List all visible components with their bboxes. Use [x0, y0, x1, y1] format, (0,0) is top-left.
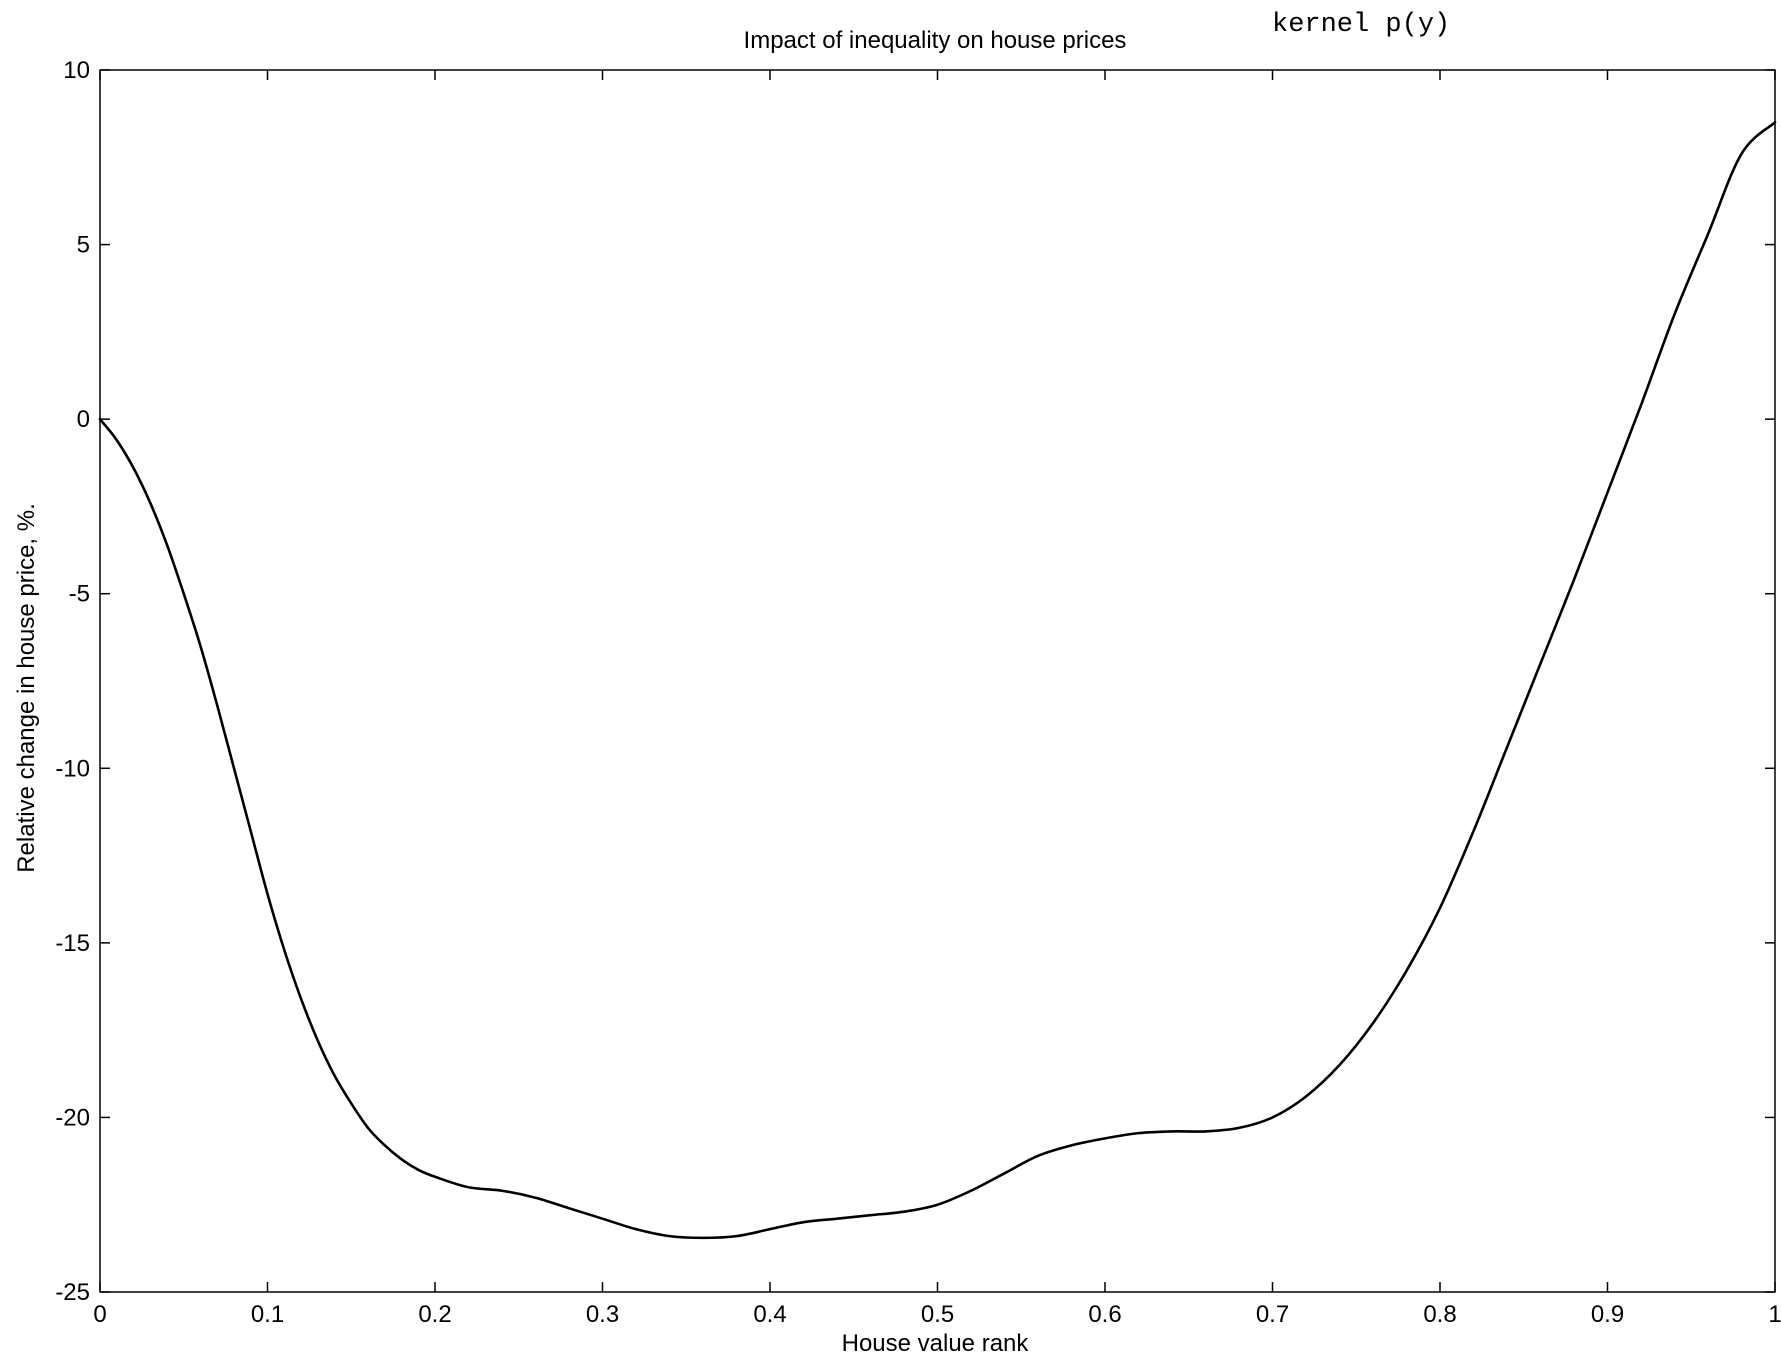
x-tick-label: 0.1 — [251, 1301, 284, 1328]
x-axis-label: House value rank — [842, 1330, 1030, 1357]
y-tick-label: 0 — [77, 406, 90, 433]
y-tick-label: -5 — [69, 581, 90, 608]
y-tick-label: -10 — [55, 755, 90, 782]
y-tick-label: -15 — [55, 930, 90, 957]
plot-area-frame — [99, 69, 1776, 1293]
chart-title: Impact of inequality on house prices — [744, 27, 1127, 54]
x-tick-label: 0.9 — [1591, 1301, 1624, 1328]
y-tick-label: -20 — [55, 1104, 90, 1131]
chart-annotation: kernel p(y) — [1272, 10, 1450, 40]
x-tick-label: 0 — [93, 1301, 106, 1328]
x-tick-label: 0.8 — [1423, 1301, 1456, 1328]
x-tick-label: 0.7 — [1256, 1301, 1289, 1328]
y-axis-label: Relative change in house price, %. — [13, 503, 40, 873]
x-tick-label: 1 — [1768, 1301, 1781, 1328]
y-tick-label: 5 — [77, 232, 90, 259]
x-tick-label: 0.2 — [418, 1301, 451, 1328]
axis-tick-labels: 0 0.1 0.2 0.3 0.4 0.5 0.6 0.7 0.8 0.9 1 10 5 0 -5 -10 -1… — [55, 57, 1781, 1328]
x-tick-label: 0.3 — [586, 1301, 619, 1328]
x-tick-label: 0.5 — [921, 1301, 954, 1328]
y-tick-label: -25 — [55, 1279, 90, 1306]
y-tick-label: 10 — [63, 57, 90, 84]
x-tick-label: 0.6 — [1088, 1301, 1121, 1328]
x-tick-label: 0.4 — [753, 1301, 786, 1328]
series-line — [98, 121, 1777, 1240]
